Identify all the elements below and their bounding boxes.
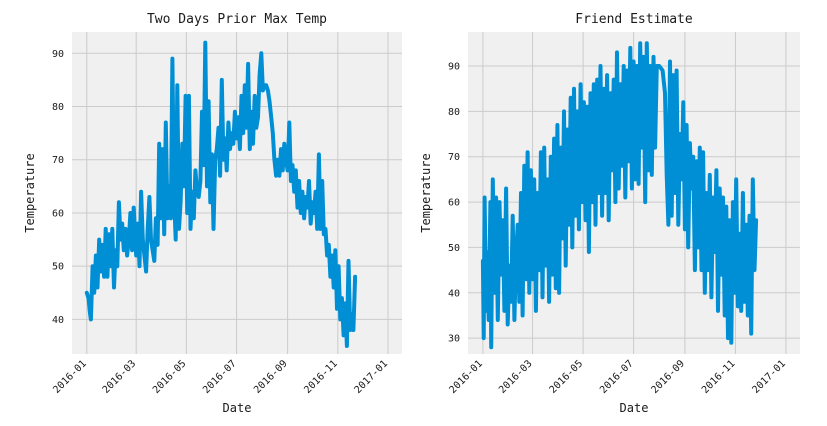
- x-tick-label: 2016-11: [700, 358, 738, 396]
- y-tick-label: 60: [52, 208, 64, 219]
- gridlines: [72, 32, 402, 354]
- y-tick-label: 70: [448, 152, 460, 163]
- x-axis-label: Date: [223, 401, 252, 415]
- chart-2: 30 40 50 60 70 80 90 2016-01 2016-03 2016-05 2016-…: [419, 12, 800, 415]
- x-tick-label: 2016-09: [252, 358, 290, 396]
- x-tick-label: 2016-05: [151, 358, 189, 396]
- y-tick-label: 50: [52, 262, 64, 273]
- x-tick-label: 2016-03: [497, 358, 535, 396]
- chart-1: 40 50 60 70 80 90 2016-01 2016-03 2016-05 2016-07…: [23, 12, 402, 415]
- chart-title: Two Days Prior Max Temp: [147, 12, 327, 27]
- series-line: [84, 40, 358, 348]
- y-tick-label: 40: [448, 288, 460, 299]
- y-tick-label: 90: [448, 62, 460, 73]
- x-tick-label: 2016-11: [302, 358, 340, 396]
- y-tick-label: 80: [448, 107, 460, 118]
- y-tick-label: 30: [448, 334, 460, 345]
- x-axis-label: Date: [620, 401, 649, 415]
- x-tick-label: 2016-09: [649, 358, 687, 396]
- x-tick-label: 2016-05: [548, 358, 586, 396]
- y-tick-label: 60: [448, 198, 460, 209]
- x-tick-label: 2017-01: [750, 358, 788, 396]
- x-tick-label: 2016-07: [598, 358, 636, 396]
- series-line: [480, 41, 759, 350]
- x-tick-label: 2016-03: [101, 358, 139, 396]
- x-tick-label: 2016-01: [447, 358, 485, 396]
- y-tick-label: 50: [448, 243, 460, 254]
- x-tick-label: 2016-01: [51, 358, 89, 396]
- y-tick-label: 70: [52, 155, 64, 166]
- chart-title: Friend Estimate: [575, 12, 693, 27]
- x-tick-label: 2016-07: [201, 358, 239, 396]
- y-axis-label: Temperature: [419, 153, 433, 232]
- y-axis-label: Temperature: [23, 153, 37, 232]
- y-tick-label: 90: [52, 49, 64, 60]
- x-tick-label: 2017-01: [353, 358, 391, 396]
- y-tick-label: 40: [52, 315, 64, 326]
- y-tick-label: 80: [52, 102, 64, 113]
